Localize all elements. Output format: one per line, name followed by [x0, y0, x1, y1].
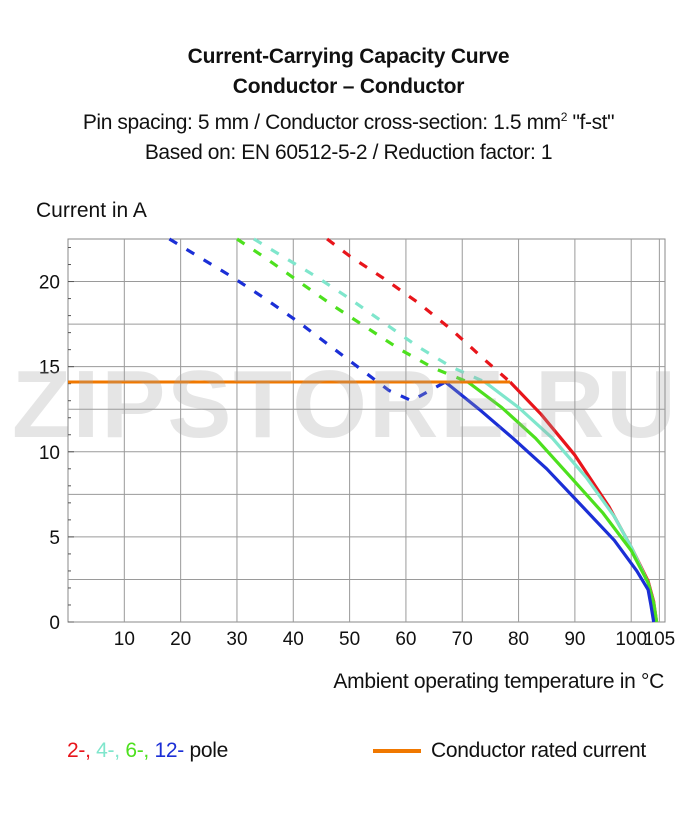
y-axis-label: Current in A: [36, 199, 147, 222]
spec-text: Pin spacing: 5 mm / Conductor cross-sect…: [82, 111, 561, 134]
x-tick-label: 40: [283, 629, 304, 650]
series-2-pole-dashed: [326, 237, 512, 384]
y-tick-label: 20: [39, 273, 60, 294]
legend-rated-swatch: [373, 749, 421, 753]
chart-subtitle: Conductor – Conductor: [232, 75, 465, 98]
chart-basis-line: Based on: EN 60512-5-2 / Reduction facto…: [144, 141, 553, 164]
legend-rated: Conductor rated current: [373, 739, 646, 763]
legend-poles: 2-, 4-, 6-, 12- pole: [67, 739, 228, 763]
x-tick-label: 10: [114, 629, 135, 650]
x-tick-label: 80: [508, 629, 529, 650]
y-tick-label: 15: [39, 358, 60, 379]
series-4-pole-dashed: [253, 237, 486, 384]
x-tick-label: 60: [395, 629, 416, 650]
y-tick-label: 0: [49, 613, 60, 634]
legend-2-pole: 2-,: [67, 739, 91, 762]
x-tick-label: 50: [339, 629, 360, 650]
x-tick-label: 70: [452, 629, 473, 650]
spec-superscript: 2: [560, 110, 568, 124]
chart-title: Current-Carrying Capacity Curve: [187, 45, 510, 68]
x-tick-label: 90: [564, 629, 585, 650]
legend-12-pole: 12-: [154, 739, 184, 762]
x-axis-label: Ambient operating temperature in °C: [333, 670, 664, 693]
x-tick-label: 30: [226, 629, 247, 650]
chart-title-block: Current-Carrying Capacity Curve Conducto…: [0, 42, 697, 168]
series-12-pole-solid: [444, 380, 656, 623]
x-tick-label: 100: [615, 629, 647, 650]
legend-6-pole: 6-,: [125, 739, 149, 762]
y-tick-label: 10: [39, 443, 60, 464]
y-tick-label: 5: [49, 528, 60, 549]
series-6-pole-dashed: [236, 237, 469, 384]
legend-pole-word: pole: [189, 739, 228, 762]
legend-rated-label: Conductor rated current: [431, 739, 646, 762]
x-tick-label: 105: [644, 629, 676, 650]
watermark-text: ZIPSTORE.RU: [12, 351, 678, 458]
plot-frame: [67, 238, 666, 623]
spec-suffix: "f-st": [567, 111, 615, 134]
y-ticks: 0 5 10 15 20: [39, 273, 60, 634]
grid: [67, 238, 666, 623]
chart-spec-line: Pin spacing: 5 mm / Conductor cross-sect…: [0, 102, 697, 138]
x-tick-label: 20: [170, 629, 191, 650]
series-lines: [168, 237, 659, 623]
series-6-pole-solid: [466, 380, 659, 623]
legend-4-pole: 4-,: [96, 739, 120, 762]
